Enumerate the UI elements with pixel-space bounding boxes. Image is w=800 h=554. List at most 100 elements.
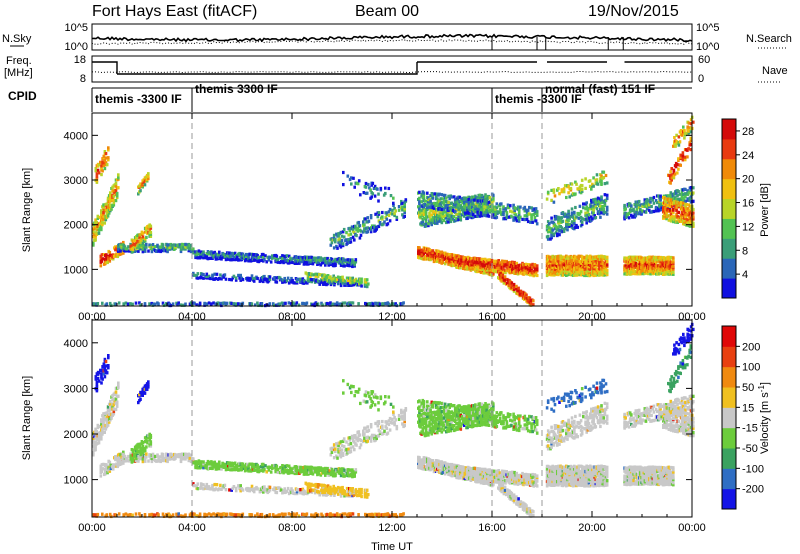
velocity-cell [92,440,95,444]
power-cell [449,219,453,224]
power-cell [299,277,302,281]
power-cell [198,252,202,256]
power-cell [126,302,130,306]
power-cell [678,140,682,144]
power-cell [446,260,449,264]
power-cell [575,182,578,186]
power-cell [686,189,689,193]
power-cell [166,250,169,254]
power-cell [548,226,551,230]
power-cell [378,221,382,225]
power-cell [345,238,348,242]
power-cell [371,192,375,196]
power-cell [689,122,693,126]
power-cell [153,245,157,249]
velocity-cell [101,467,105,471]
power-cell [688,208,692,212]
power-cell [519,215,522,219]
power-cell [660,206,663,210]
power-cell [686,209,689,213]
power-cell [672,264,675,268]
power-cell [573,265,576,269]
power-cell [640,256,643,260]
power-cell [101,220,104,224]
power-cell [448,253,451,257]
power-cell [529,303,533,307]
velocity-cell [151,452,155,456]
power-cell [603,182,607,186]
power-cell [262,279,265,284]
power-cell [502,266,505,270]
power-cell [529,220,532,224]
power-cell [684,211,687,215]
power-cell [117,173,120,177]
power-cell [672,270,675,274]
power-cell [184,302,187,306]
power-cell [605,263,609,267]
power-cell [188,246,192,251]
power-cell [353,238,356,242]
power-cell [680,190,684,194]
power-cell [122,240,125,245]
power-cell [676,194,679,198]
power-cell [679,219,683,223]
power-cell [563,184,567,188]
power-cell [494,213,497,217]
power-cell [580,178,584,182]
power-cell [141,247,145,251]
power-cell [254,258,257,262]
power-cell [550,232,553,236]
power-cell [580,255,584,259]
power-cell [330,277,333,281]
power-cell [359,193,362,197]
power-cell [340,234,344,238]
power-cell [341,301,345,305]
power-cell [491,267,495,271]
velocity-cell [106,471,109,475]
velocity-cell [161,452,165,457]
power-cell [351,262,354,266]
power-cell [568,195,571,199]
power-cell [388,207,392,212]
power-cell [423,203,427,207]
power-cell [189,243,193,247]
power-cell [123,245,127,249]
power-cell [116,254,119,259]
power-cell [341,281,344,285]
power-cell [560,226,564,230]
colorbar-swatch [722,258,736,279]
power-cell [114,302,118,306]
power-cell [96,302,100,306]
power-cell [479,270,483,274]
power-cell [338,239,342,243]
power-cell [551,228,554,232]
power-cell [483,205,486,209]
power-cell [579,210,583,214]
power-cell [557,187,560,191]
power-cell [364,280,368,284]
noise-left-tick-bottom: 10^0 [64,41,88,53]
power-cell [497,259,500,263]
power-cell [376,215,380,219]
power-cell [334,240,337,244]
velocity-cell [100,374,103,379]
power-cell [369,216,373,220]
power-cell [688,141,691,145]
power-cell [576,225,579,229]
power-cell [472,202,475,206]
power-cell [429,199,432,203]
power-cell [651,198,654,202]
power-cell [297,303,301,307]
power-cell [677,143,681,147]
power-cell [531,262,534,266]
power-cell [391,212,394,216]
velocity-cell [112,409,116,414]
power-cell [379,186,383,191]
power-cell [473,267,477,271]
power-cell [580,189,584,193]
power-cell [151,245,155,249]
power-cell [558,192,561,196]
velocity-cell [107,354,110,358]
velocity-cell [127,454,130,459]
power-cell [637,212,641,216]
